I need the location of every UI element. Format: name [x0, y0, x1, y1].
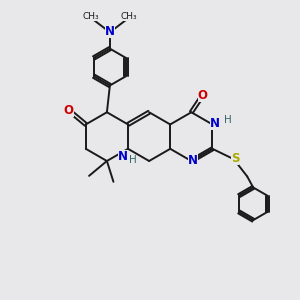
Text: H: H — [130, 155, 137, 165]
Text: N: N — [118, 150, 128, 163]
Text: N: N — [188, 154, 198, 167]
Text: S: S — [231, 152, 239, 164]
Text: N: N — [210, 117, 220, 130]
Text: O: O — [198, 89, 208, 102]
Text: H: H — [224, 115, 232, 125]
Text: CH₃: CH₃ — [83, 12, 100, 21]
Text: N: N — [105, 25, 115, 38]
Text: O: O — [64, 104, 74, 117]
Text: CH₃: CH₃ — [120, 12, 137, 21]
